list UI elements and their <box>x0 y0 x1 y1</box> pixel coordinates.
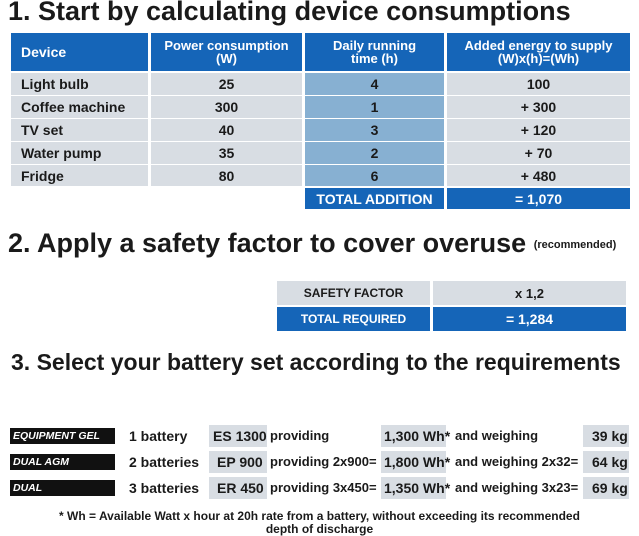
cell-power: 40 <box>151 119 302 141</box>
cell-device: Coffee machine <box>11 96 148 118</box>
battery-row: DUAL 3 batteries ER 450 providing 3x450=… <box>0 477 639 499</box>
cell-energy: + 480 <box>447 165 630 186</box>
header-time: Daily running time (h) <box>305 33 444 71</box>
weighing-text: and weighing <box>455 428 539 443</box>
battery-weight: 64 kg <box>592 454 628 470</box>
providing-text: providing 2x900= <box>270 454 377 469</box>
header-energy-line2: (W)x(h)=(Wh) <box>497 51 580 66</box>
weighing-text: and weighing 2x32= <box>455 454 579 469</box>
battery-count: 3 batteries <box>129 480 200 496</box>
battery-wh: 1,300 Wh* <box>384 428 451 444</box>
battery-count: 1 battery <box>129 428 188 444</box>
cell-device: TV set <box>11 119 148 141</box>
total-value: = 1,070 <box>447 188 630 209</box>
battery-model: EP 900 <box>217 454 263 470</box>
cell-energy: 100 <box>447 73 630 95</box>
battery-tag: DUAL <box>10 480 115 496</box>
cell-power: 300 <box>151 96 302 118</box>
cell-power: 25 <box>151 73 302 95</box>
footnote-line1: * Wh = Available Watt x hour at 20h rate… <box>59 509 580 523</box>
cell-energy: + 300 <box>447 96 630 118</box>
battery-count: 2 batteries <box>129 454 200 470</box>
model-box <box>209 477 267 499</box>
safety-factor-row: SAFETY FACTOR x 1,2 <box>277 281 629 305</box>
table-row: TV set 40 3 + 120 <box>11 119 633 141</box>
battery-weight: 69 kg <box>592 480 628 496</box>
cell-power: 80 <box>151 165 302 186</box>
battery-weight: 39 kg <box>592 428 628 444</box>
weight-box <box>583 477 629 499</box>
header-device: Device <box>11 33 148 71</box>
section2-title-text: 2. Apply a safety factor to cover overus… <box>8 228 527 258</box>
total-label: TOTAL ADDITION <box>305 188 444 209</box>
cell-time: 2 <box>305 142 444 164</box>
footnote: * Wh = Available Watt x hour at 20h rate… <box>0 510 639 536</box>
table-header-row: Device Power consumption (W) Daily runni… <box>11 33 633 71</box>
cell-energy: + 70 <box>447 142 630 164</box>
cell-time: 4 <box>305 73 444 95</box>
battery-wh: 1,350 Wh* <box>384 480 451 496</box>
battery-model: ER 450 <box>217 480 264 496</box>
header-power: Power consumption (W) <box>151 33 302 71</box>
battery-model: ES 1300 <box>213 428 267 444</box>
cell-time: 6 <box>305 165 444 186</box>
cell-power: 35 <box>151 142 302 164</box>
wh-box <box>381 451 446 473</box>
cell-time: 3 <box>305 119 444 141</box>
footnote-line2: depth of discharge <box>265 522 374 536</box>
cell-energy: + 120 <box>447 119 630 141</box>
cell-device: Water pump <box>11 142 148 164</box>
section2-note: (recommended) <box>533 238 617 251</box>
safety-factor-value: x 1,2 <box>433 281 626 305</box>
weight-box <box>583 425 629 447</box>
battery-tag: EQUIPMENT GEL <box>10 428 115 444</box>
header-power-line2: (W) <box>216 51 237 66</box>
header-time-line2: time (h) <box>351 51 398 66</box>
table-row: Fridge 80 6 + 480 <box>11 165 633 186</box>
model-box <box>209 425 267 447</box>
total-required-row: TOTAL REQUIRED = 1,284 <box>277 307 629 331</box>
cell-device: Fridge <box>11 165 148 186</box>
cell-time: 1 <box>305 96 444 118</box>
table-row: Light bulb 25 4 100 <box>11 73 633 95</box>
total-required-value: = 1,284 <box>433 307 626 331</box>
header-power-line1: Power consumption <box>164 38 289 53</box>
weighing-text: and weighing 3x23= <box>455 480 579 495</box>
battery-row: EQUIPMENT GEL 1 battery ES 1300 providin… <box>0 425 639 447</box>
cell-device: Light bulb <box>11 73 148 95</box>
wh-box <box>381 477 446 499</box>
providing-text: providing <box>270 428 330 443</box>
battery-wh: 1,800 Wh* <box>384 454 451 470</box>
safety-factor-label: SAFETY FACTOR <box>277 281 430 305</box>
battery-tag: DUAL AGM <box>10 454 115 470</box>
total-required-label: TOTAL REQUIRED <box>277 307 430 331</box>
header-energy: Added energy to supply (W)x(h)=(Wh) <box>447 33 630 71</box>
header-time-line1: Daily running <box>332 38 417 53</box>
table-row: Water pump 35 2 + 70 <box>11 142 633 164</box>
weight-box <box>583 451 629 473</box>
table-row: Coffee machine 300 1 + 300 <box>11 96 633 118</box>
battery-row: DUAL AGM 2 batteries EP 900 providing 2x… <box>0 451 639 473</box>
providing-text: providing 3x450= <box>270 480 377 495</box>
section2-title: 2. Apply a safety factor to cover overus… <box>8 228 616 259</box>
section3-title: 3. Select your battery set according to … <box>11 349 621 375</box>
section1-title: 1. Start by calculating device consumpti… <box>8 0 571 26</box>
total-row: TOTAL ADDITION = 1,070 <box>305 188 633 209</box>
header-energy-line1: Added energy to supply <box>464 38 613 53</box>
wh-box <box>381 425 446 447</box>
model-box <box>209 451 267 473</box>
